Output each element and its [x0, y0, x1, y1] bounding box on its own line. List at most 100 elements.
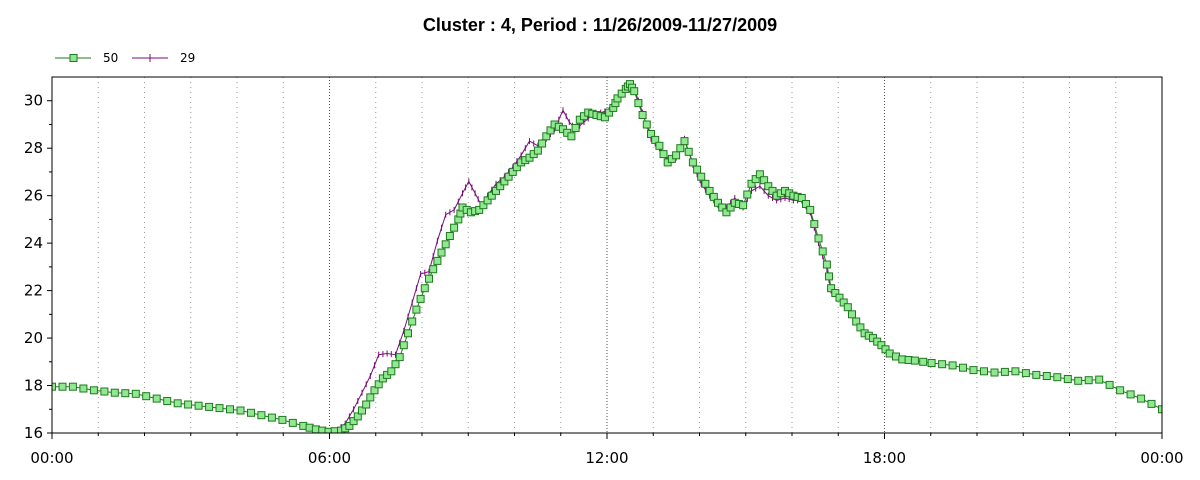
- y-tick-label: 24: [24, 234, 43, 252]
- data-point-50: [412, 305, 421, 314]
- data-point-50: [726, 203, 735, 212]
- data-point-50: [1158, 405, 1162, 414]
- data-point-50: [881, 345, 890, 354]
- data-point-50: [910, 356, 919, 365]
- data-point-50: [634, 99, 643, 108]
- data-point-50: [226, 405, 234, 414]
- data-point-50: [492, 186, 500, 195]
- data-point-50: [538, 139, 547, 148]
- series-50: [52, 80, 1162, 433]
- data-point-50: [1095, 375, 1104, 384]
- data-point-50: [433, 256, 442, 265]
- data-point-50: [768, 186, 777, 195]
- data-point-50: [173, 399, 182, 408]
- y-tick-label: 20: [24, 329, 43, 347]
- data-point-50: [722, 208, 731, 217]
- data-point-50: [810, 220, 819, 229]
- data-point-50: [349, 417, 358, 426]
- data-point-50: [680, 137, 689, 146]
- data-point-50: [236, 406, 245, 415]
- data-point-50: [68, 382, 77, 391]
- x-tick-label: 12:00: [585, 449, 628, 467]
- data-point-50: [739, 201, 748, 210]
- data-point-50: [747, 179, 756, 188]
- data-point-50: [642, 120, 651, 129]
- data-point-50: [848, 310, 856, 319]
- data-point-50: [806, 205, 815, 214]
- data-point-50: [825, 272, 833, 281]
- data-point-50: [755, 170, 764, 179]
- data-point-50: [194, 401, 203, 410]
- data-point-50: [52, 382, 56, 391]
- data-point-50: [533, 146, 542, 155]
- data-point-50: [546, 126, 555, 135]
- data-point-50: [701, 179, 710, 188]
- data-point-50: [818, 247, 827, 256]
- data-point-50: [797, 194, 806, 202]
- y-tick-label: 26: [24, 187, 43, 205]
- data-point-50: [1074, 376, 1083, 385]
- data-point-50: [709, 192, 718, 201]
- data-point-50: [429, 265, 438, 274]
- data-point-50: [362, 400, 371, 409]
- data-point-50: [927, 359, 936, 367]
- data-point-50: [445, 232, 454, 240]
- data-point-50: [760, 176, 769, 185]
- data-point-50: [843, 303, 852, 312]
- data-point-50: [508, 167, 517, 176]
- data-point-50: [751, 175, 760, 184]
- data-point-50: [391, 360, 400, 369]
- data-point-50: [1042, 372, 1051, 380]
- data-point-50: [948, 361, 957, 370]
- data-point-50: [142, 392, 151, 401]
- data-point-50: [638, 111, 647, 119]
- data-point-50: [659, 150, 668, 159]
- data-point-50: [831, 289, 840, 297]
- data-point-50: [387, 367, 396, 376]
- data-point-50: [353, 412, 362, 421]
- legend-marker-series-1: [69, 54, 78, 62]
- data-point-50: [247, 408, 255, 417]
- data-point-50: [613, 94, 622, 103]
- x-tick-label: 00:00: [1140, 449, 1183, 467]
- legend-label-series-2: 29: [180, 51, 195, 65]
- data-point-50: [395, 353, 404, 362]
- data-point-50: [693, 165, 702, 174]
- data-point-50: [416, 294, 425, 303]
- data-point-50: [121, 389, 130, 398]
- data-point-50: [938, 360, 947, 369]
- data-point-50: [257, 411, 266, 420]
- data-point-50: [655, 141, 664, 150]
- grid-layer: [97, 77, 1117, 433]
- data-point-50: [688, 158, 697, 167]
- data-point-50: [1032, 370, 1041, 379]
- series-29: [336, 83, 832, 433]
- data-point-50: [617, 89, 626, 98]
- data-point-50: [487, 191, 496, 200]
- data-point-50: [630, 87, 639, 96]
- data-point-50: [959, 363, 967, 372]
- y-tick-label: 30: [24, 92, 43, 110]
- data-point-50: [672, 151, 681, 160]
- data-point-50: [425, 274, 433, 283]
- data-point-50: [814, 234, 823, 243]
- legend-label-series-1: 50: [103, 51, 118, 65]
- data-point-50: [1000, 367, 1009, 376]
- x-tick-label: 18:00: [863, 449, 906, 467]
- data-point-50: [1053, 373, 1062, 382]
- data-point-50: [496, 182, 505, 191]
- x-tick-label: 00:00: [30, 449, 73, 467]
- data-point-50: [358, 406, 366, 415]
- data-point-50: [163, 397, 172, 405]
- data-point-50: [567, 132, 576, 141]
- data-point-50: [1147, 399, 1156, 408]
- data-point-50: [100, 387, 109, 396]
- data-point-50: [408, 317, 417, 326]
- data-point-50: [1126, 390, 1135, 399]
- data-point-50: [267, 413, 276, 422]
- data-point-50: [278, 415, 287, 424]
- chart-title: Cluster : 4, Period : 11/26/2009-11/27/2…: [423, 15, 777, 35]
- data-point-50: [404, 329, 412, 338]
- data-point-50: [827, 284, 836, 293]
- data-point-50: [58, 382, 67, 391]
